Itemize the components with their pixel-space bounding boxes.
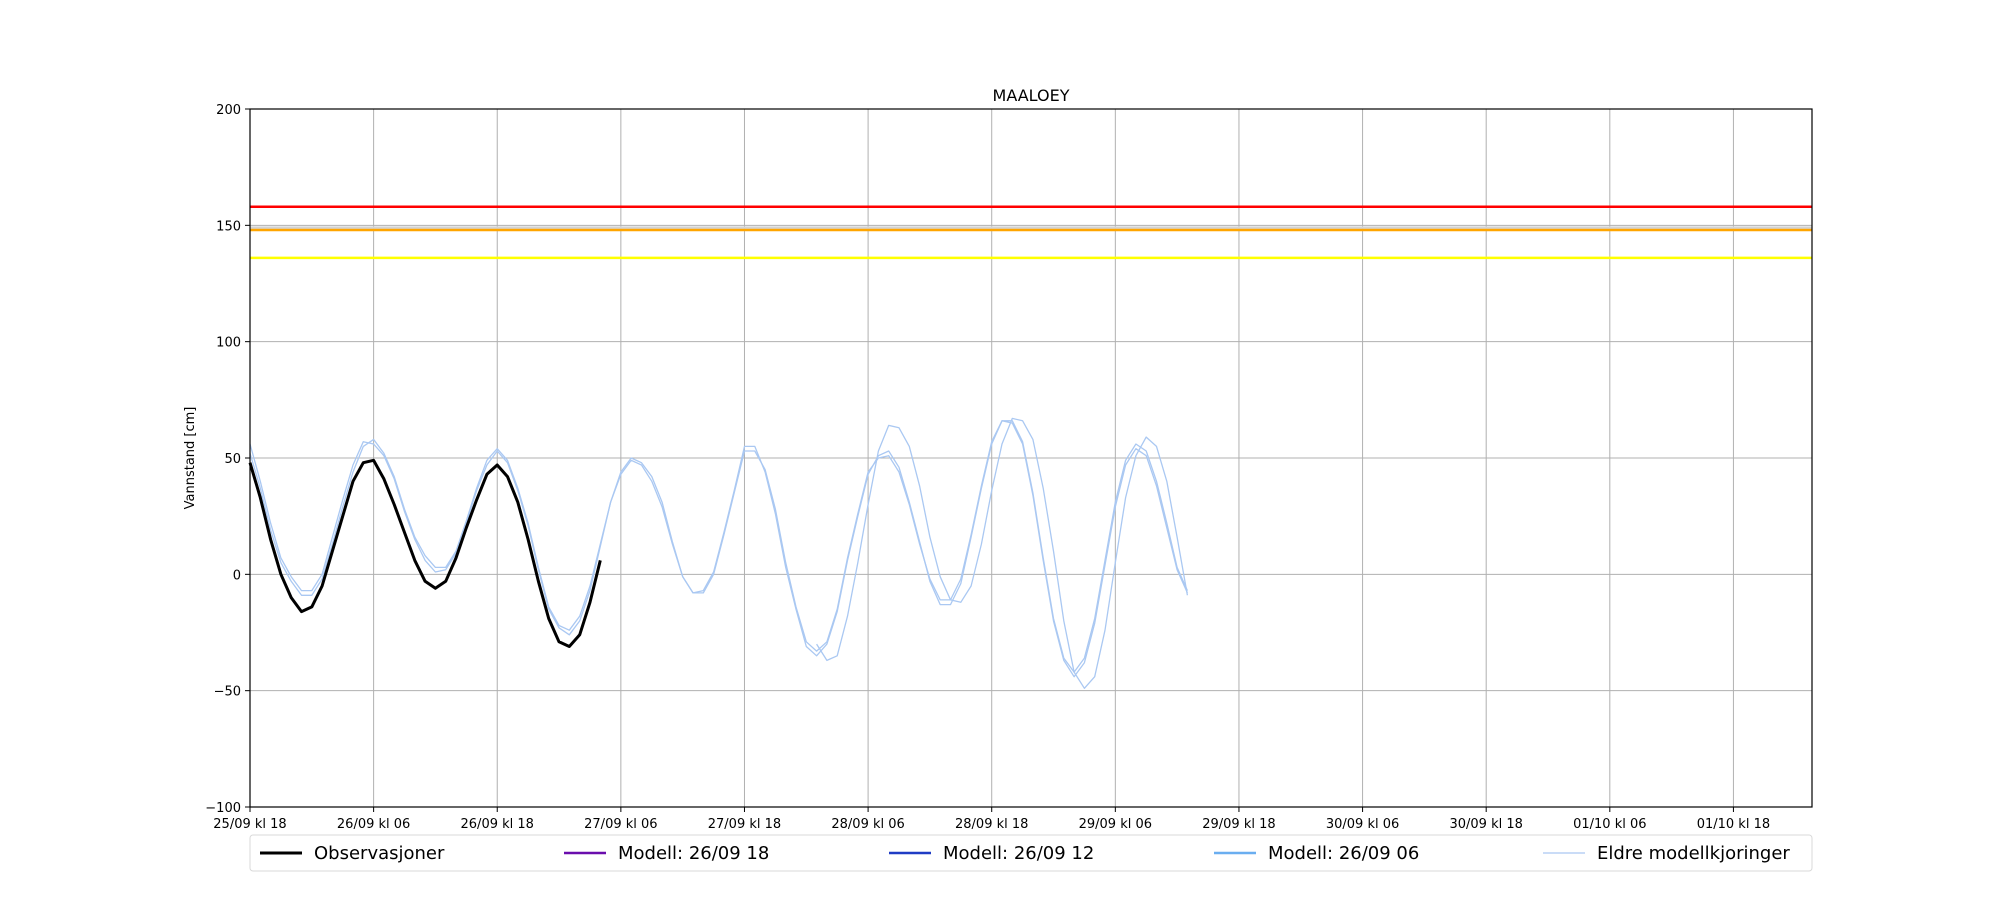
x-tick-label: 01/10 kl 18: [1697, 817, 1770, 832]
series-line: [816, 417, 1189, 689]
x-axis-ticks: 25/09 kl 18 26/09 kl 06 26/09 kl 18 27/09 k…: [213, 807, 1770, 832]
x-tick-label: 01/10 kl 06: [1573, 817, 1646, 832]
threshold-lines: [250, 205, 1812, 260]
y-tick-label: −100: [205, 801, 241, 816]
x-tick-label: 28/09 kl 18: [955, 817, 1028, 832]
y-tick-label: 200: [216, 103, 241, 118]
legend-label: Observasjoner: [314, 843, 445, 864]
x-tick-label: 25/09 kl 18: [213, 817, 286, 832]
x-tick-label: 29/09 kl 06: [1079, 817, 1152, 832]
x-tick-label: 27/09 kl 06: [584, 817, 657, 832]
x-tick-label: 30/09 kl 06: [1326, 817, 1399, 832]
legend-label: Modell: 26/09 06: [1268, 843, 1419, 864]
grid-lines: [250, 109, 1812, 807]
x-tick-label: 27/09 kl 18: [708, 817, 781, 832]
y-tick-label: 0: [233, 568, 241, 583]
y-tick-label: 150: [216, 219, 241, 234]
legend: Observasjoner Modell: 26/09 18 Modell: 26/…: [249, 834, 1813, 872]
y-axis-label: Vannstand [cm]: [183, 407, 198, 510]
y-axis-ticks: −100 −50 0 50 100 150 200: [205, 103, 250, 816]
y-tick-label: 100: [216, 336, 241, 351]
series-lines: [248, 417, 1189, 689]
legend-label: Eldre modellkjoringer: [1597, 843, 1790, 864]
legend-label: Modell: 26/09 18: [618, 843, 769, 864]
x-tick-label: 29/09 kl 18: [1202, 817, 1275, 832]
series-line: [248, 458, 602, 648]
y-tick-label: 50: [224, 452, 241, 467]
legend-label: Modell: 26/09 12: [943, 843, 1094, 864]
x-tick-label: 28/09 kl 06: [831, 817, 904, 832]
series-line: [249, 420, 1188, 678]
chart-title: MAALOEY: [993, 86, 1070, 105]
y-tick-label: −50: [214, 685, 241, 700]
x-tick-label: 30/09 kl 18: [1449, 817, 1522, 832]
x-tick-label: 26/09 kl 06: [337, 817, 410, 832]
x-tick-label: 26/09 kl 18: [461, 817, 534, 832]
legend-box: [249, 834, 1813, 872]
